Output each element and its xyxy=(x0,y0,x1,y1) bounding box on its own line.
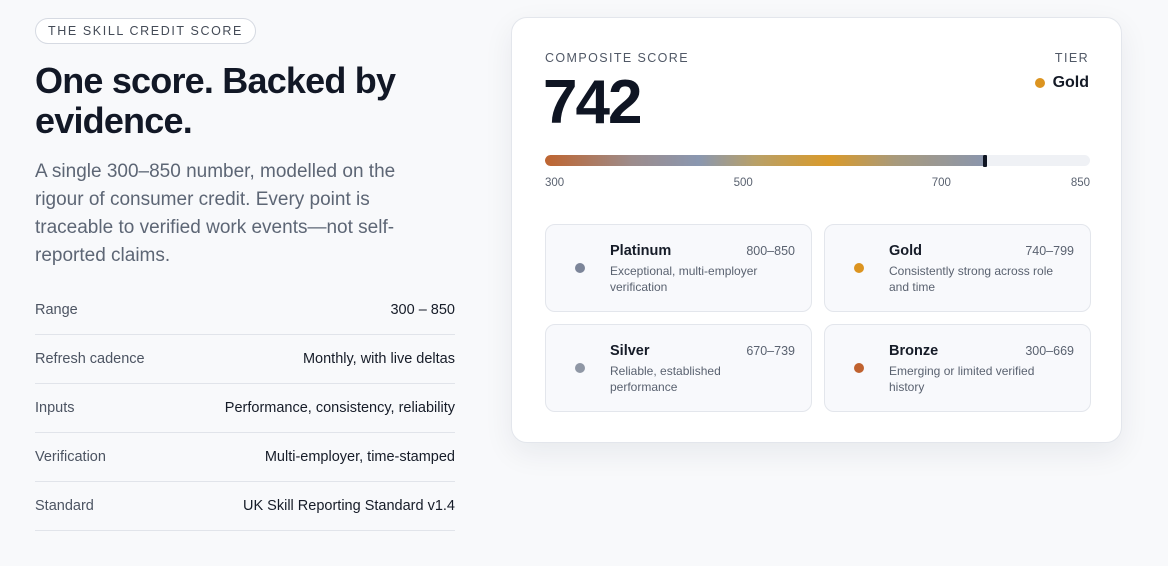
tier-card-gold: Gold 740–799 Consistently strong across … xyxy=(824,224,1091,312)
intro-section: THE SKILL CREDIT SCORE One score. Backed… xyxy=(35,18,455,270)
tier-value: Gold xyxy=(1052,74,1089,91)
bronze-dot-icon xyxy=(854,363,864,373)
tier-card-platinum: Platinum 800–850 Exceptional, multi-empl… xyxy=(545,224,812,312)
scale-tick-label: 850 xyxy=(1070,177,1090,189)
score-marker xyxy=(982,155,987,167)
fact-row-range: Range 300 – 850 xyxy=(35,286,455,335)
fact-row-verification: Verification Multi-employer, time-stampe… xyxy=(35,433,455,482)
tier-card-bronze: Bronze 300–669 Emerging or limited verif… xyxy=(824,324,1091,412)
fact-value: Performance, consistency, reliability xyxy=(224,400,455,416)
facts-table: Range 300 – 850 Refresh cadence Monthly,… xyxy=(35,286,455,531)
tier-range: 670–739 xyxy=(746,344,795,358)
silver-dot-icon xyxy=(575,363,585,373)
fact-key: Verification xyxy=(35,449,106,465)
scale-tick-label: 700 xyxy=(931,177,951,189)
scale-tick-label: 300 xyxy=(545,177,565,189)
tier-dot-icon xyxy=(1034,78,1045,88)
section-eyebrow-badge: THE SKILL CREDIT SCORE xyxy=(35,18,256,44)
composite-score-value: 742 xyxy=(543,68,642,137)
tier-card-silver: Silver 670–739 Reliable, established per… xyxy=(545,324,812,412)
scale-tick-label: 500 xyxy=(733,177,753,189)
composite-score-label: COMPOSITE SCORE xyxy=(545,51,689,65)
page-headline: One score. Backed by evidence. xyxy=(35,60,396,141)
fact-row-standard: Standard UK Skill Reporting Standard v1.… xyxy=(35,482,455,531)
tier-label: TIER xyxy=(1054,51,1089,65)
fact-key: Refresh cadence xyxy=(35,351,145,367)
intro-paragraph: A single 300–850 number, modelled on the… xyxy=(35,161,396,266)
score-range-bar xyxy=(545,155,1090,166)
tier-description: Reliable, established performance xyxy=(610,364,721,394)
fact-value: Monthly, with live deltas xyxy=(302,351,455,367)
fact-value: Multi-employer, time-stamped xyxy=(264,449,455,465)
score-bar-fill xyxy=(545,155,983,166)
fact-row-refresh-cadence: Refresh cadence Monthly, with live delta… xyxy=(35,335,455,384)
tier-range: 300–669 xyxy=(1025,344,1074,358)
fact-key: Inputs xyxy=(35,400,75,416)
tier-name: Silver xyxy=(610,343,650,359)
tier-description: Exceptional, multi-employer verification xyxy=(610,264,758,294)
tier-name: Gold xyxy=(889,243,923,259)
tier-range: 740–799 xyxy=(1025,244,1074,258)
fact-row-inputs: Inputs Performance, consistency, reliabi… xyxy=(35,384,455,433)
fact-value: 300 – 850 xyxy=(390,302,455,318)
score-card: COMPOSITE SCORE 742 TIER Gold 300 500 70… xyxy=(511,17,1122,443)
tier-name: Bronze xyxy=(889,343,939,359)
platinum-dot-icon xyxy=(575,263,585,273)
fact-value: UK Skill Reporting Standard v1.4 xyxy=(243,498,455,514)
gold-dot-icon xyxy=(854,263,864,273)
tier-range: 800–850 xyxy=(746,244,795,258)
tier-name: Platinum xyxy=(610,243,672,259)
tier-description: Emerging or limited verified history xyxy=(889,364,1035,394)
fact-key: Range xyxy=(35,302,78,318)
fact-key: Standard xyxy=(35,498,94,514)
tier-indicator: Gold xyxy=(1034,74,1089,92)
tier-description: Consistently strong across role and time xyxy=(889,264,1054,294)
